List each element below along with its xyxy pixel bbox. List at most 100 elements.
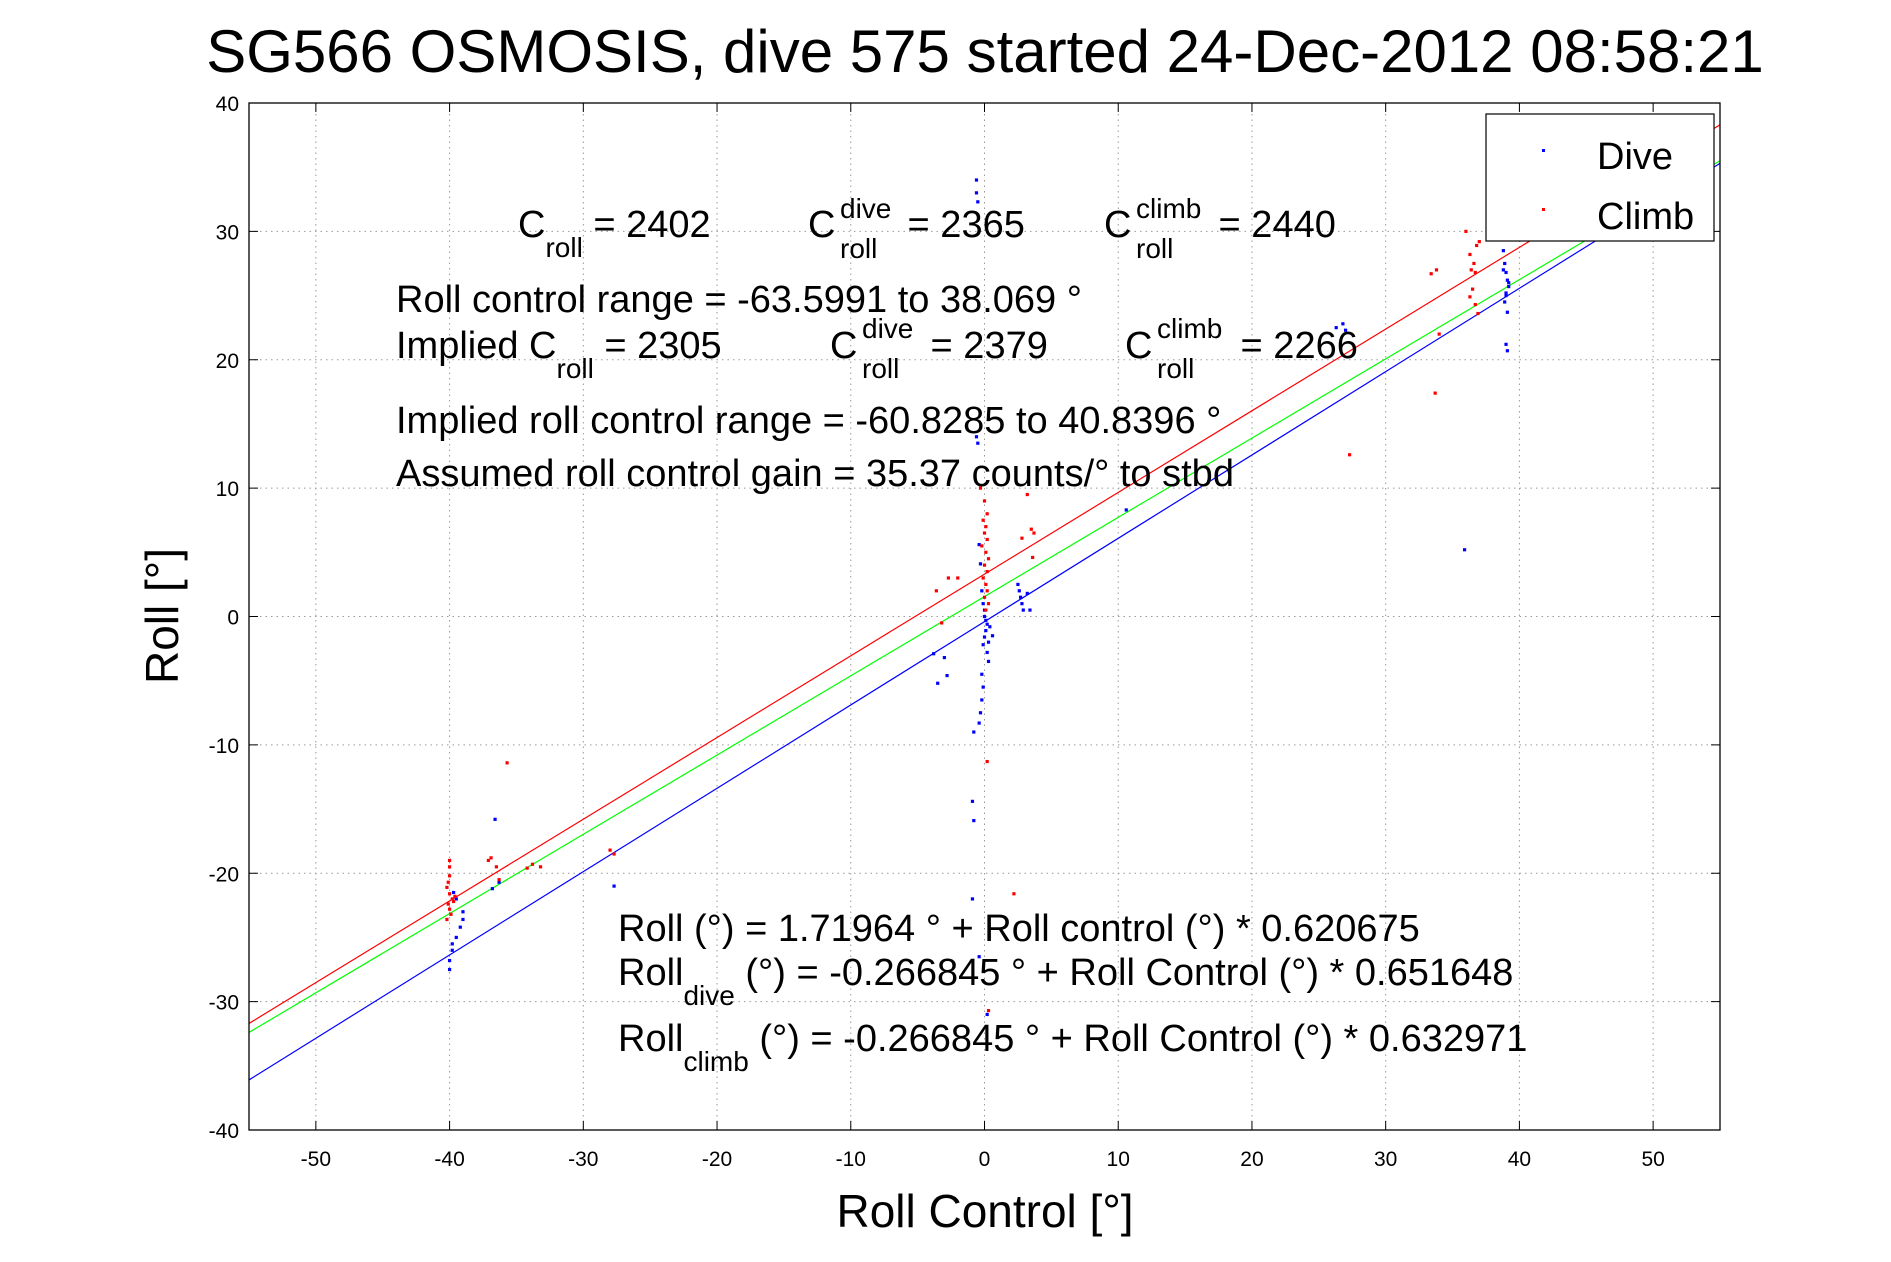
dive-point [447,958,452,963]
climb-point [986,1009,991,1013]
climb-point [446,902,450,906]
dive-point [945,673,949,678]
dive-point [1503,300,1507,304]
annotation-fit-all: Roll (°) = 1.71964 ° + Roll control (°) … [618,908,1420,950]
dive-point [974,435,979,439]
dive-point [985,650,989,655]
dive-point [988,625,992,629]
climb-point [978,486,983,490]
climb-point [447,874,452,878]
climb-fit-line [248,124,1721,1024]
x-tick-label: 30 [1374,1148,1397,1171]
annotation-gain: Assumed roll control gain = 35.37 counts… [396,453,1234,495]
climb-point [608,848,612,852]
climb-point [985,759,989,764]
annotation-implied-c-roll: Implied Croll = 2305 [396,325,722,384]
climb-point [1473,270,1477,275]
y-axis-title: Roll [°] [136,548,188,684]
climb-point [982,595,987,599]
climb-point [985,512,989,516]
climb-point [1029,527,1033,531]
axis-ticks: -50 -40 -30 -20 -10 0 10 20 30 40 50 -40 -30 -20 -10 0 1… [209,93,1720,1171]
x-tick-label: -20 [702,1148,732,1171]
x-tick-label: 10 [1107,1148,1130,1171]
dive-point [461,917,465,922]
dive-point [1507,284,1511,289]
x-tick-label: -40 [434,1148,464,1171]
climb-point [1468,295,1472,299]
climb-point [1471,287,1475,291]
annotation-c-roll: Croll = 2402 [518,204,711,263]
climb-point [489,856,493,860]
climb-point [1020,536,1024,540]
dive-point [490,887,494,891]
climb-point [530,862,535,866]
y-tick-label: -10 [209,735,239,758]
dive-point [980,589,984,593]
legend-label-climb: Climb [1597,196,1694,238]
climb-point [985,537,989,542]
dive-point [1016,582,1020,587]
dive-point [972,730,976,734]
annotation-roll-control-range: Roll control range = -63.5991 to 38.069 … [396,279,1082,321]
climb-point [1473,302,1477,307]
chart-title: SG566 OSMOSIS, dive 575 started 24-Dec-2… [206,18,1764,85]
dive-point [1334,326,1338,330]
dive-point [974,191,979,195]
climb-point [982,531,987,535]
climb-point [980,544,984,548]
dive-point [1505,278,1509,282]
climb-point [447,892,452,896]
climb-point [982,499,987,503]
y-tick-label: -20 [209,863,239,886]
climb-point [446,880,450,884]
dive-point [976,200,980,204]
climb-point [946,576,950,580]
climb-point [1472,261,1476,266]
data-points [445,178,1511,1017]
dive-point [1507,281,1511,285]
climb-point [538,865,543,869]
dive-point [450,948,454,952]
dive-point [978,562,983,566]
annotation-fit-climb: Rollclimb (°) = -0.266845 ° + Roll Contr… [618,1018,1527,1077]
climb-point [505,761,509,765]
dive-point [612,884,616,888]
climb-point [447,907,452,911]
dive-point [1019,595,1023,599]
dive-point [1021,608,1025,612]
climb-point [445,917,449,922]
y-tick-label: 10 [216,478,239,501]
climb-point [1477,240,1481,244]
dive-point [942,655,946,660]
dive-point [1504,291,1508,295]
climb-point [985,589,989,593]
dive-point [1505,310,1509,314]
dive-point [982,635,987,639]
climb-point [984,525,988,529]
climb-point [940,621,944,625]
climb-point [497,878,501,882]
y-tick-label: -40 [209,1120,239,1143]
dive-point [982,614,987,619]
x-tick-label: 0 [979,1148,991,1171]
dive-point [984,629,988,633]
climb-point [984,550,988,554]
climb-point [447,858,452,863]
dive-point [972,819,976,823]
x-tick-label: 40 [1508,1148,1531,1171]
climb-point [986,557,991,561]
climb-point [525,866,529,870]
dive-point [1020,602,1024,606]
dive-point [980,672,984,676]
dive-point [970,799,975,803]
y-tick-label: 20 [216,350,239,373]
dive-point [458,925,462,929]
dive-point [1503,261,1507,266]
x-tick-label: 50 [1641,1148,1664,1171]
dive-point [1501,268,1505,272]
